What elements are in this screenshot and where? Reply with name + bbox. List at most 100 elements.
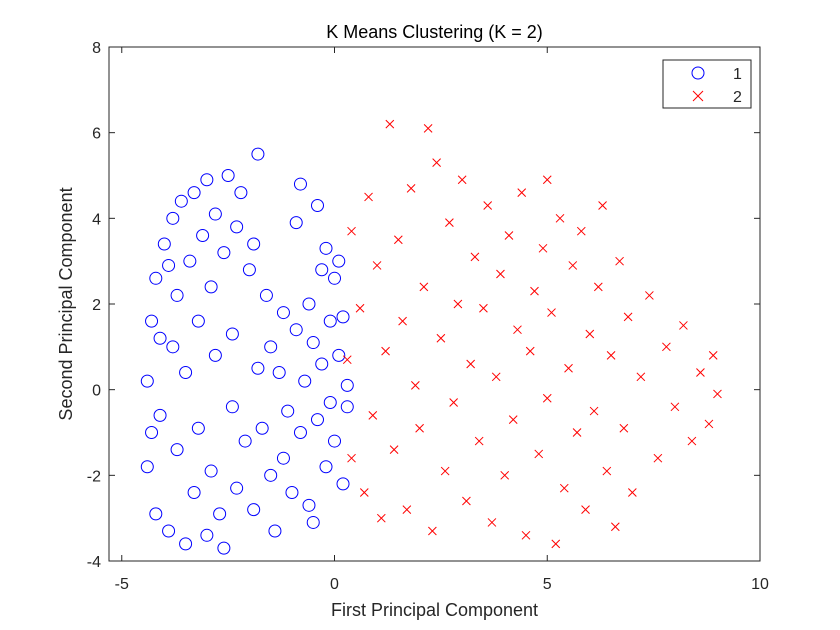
data-point-circle: [174, 194, 188, 208]
legend-marker-circle: [691, 66, 705, 80]
data-point-x: [534, 449, 544, 459]
data-point-x: [559, 483, 569, 493]
data-point-circle: [340, 378, 354, 392]
data-point-circle: [251, 147, 265, 161]
data-point-x: [653, 453, 663, 463]
data-point-x: [440, 466, 450, 476]
data-point-circle: [319, 460, 333, 474]
data-point-x: [521, 530, 531, 540]
data-point-circle: [225, 327, 239, 341]
data-point-circle: [187, 186, 201, 200]
data-point-x: [500, 470, 510, 480]
legend-box: [662, 59, 752, 109]
data-point-x: [347, 226, 356, 236]
data-point-circle: [323, 396, 337, 410]
data-point-circle: [145, 314, 159, 328]
data-point-circle: [332, 254, 346, 268]
data-point-circle: [225, 400, 239, 414]
data-point-x: [398, 316, 407, 326]
data-point-x: [530, 286, 539, 296]
data-point-x: [410, 381, 420, 390]
data-point-circle: [319, 241, 333, 255]
data-point-x: [428, 526, 437, 536]
data-point-circle: [293, 177, 307, 191]
data-point-circle: [153, 408, 167, 422]
data-point-circle: [276, 306, 290, 320]
data-point-circle: [179, 366, 193, 380]
data-point-circle: [221, 169, 235, 182]
data-point-x: [474, 436, 484, 446]
data-point-x: [568, 261, 578, 270]
data-point-circle: [162, 258, 176, 272]
series-1: [140, 147, 354, 555]
data-point-x: [487, 518, 497, 527]
data-point-circle: [289, 323, 303, 337]
data-point-circle: [200, 528, 214, 542]
data-point-x: [610, 522, 620, 532]
data-point-x: [368, 411, 378, 420]
data-point-x: [406, 183, 416, 193]
data-point-circle: [242, 263, 256, 277]
data-point-circle: [208, 207, 222, 221]
data-point-circle: [310, 198, 324, 212]
data-point-circle: [191, 421, 205, 435]
data-point-circle: [153, 331, 167, 345]
data-point-x: [623, 312, 633, 322]
legend-marker-x: [692, 90, 704, 102]
chart-title: K Means Clustering (K = 2): [326, 22, 543, 42]
data-point-x: [564, 363, 573, 373]
data-point-x: [704, 419, 714, 429]
y-tick-label: 8: [92, 40, 101, 57]
data-point-circle: [170, 288, 184, 302]
data-point-x: [679, 321, 688, 330]
y-axis-label: Second Principal Component: [56, 187, 76, 420]
data-point-x: [619, 423, 629, 433]
data-point-x: [355, 303, 365, 313]
y-tick-label: 6: [92, 126, 101, 143]
data-point-x: [581, 505, 590, 514]
data-point-circle: [272, 366, 286, 380]
data-point-circle: [234, 186, 248, 200]
x-tick-label: 5: [543, 576, 552, 593]
data-point-circle: [336, 310, 350, 324]
data-point-x: [627, 488, 637, 497]
data-point-x: [423, 124, 433, 133]
data-point-x: [504, 231, 514, 240]
data-point-circle: [306, 336, 320, 350]
data-point-circle: [310, 413, 324, 427]
axis-ticks: -5 0 5 10 -4 -2 0 2 4 6 8: [87, 40, 769, 593]
data-point-circle: [306, 515, 320, 529]
data-point-x: [389, 445, 399, 454]
y-tick-label: 2: [92, 297, 101, 314]
data-point-circle: [183, 254, 197, 268]
data-point-circle: [285, 485, 299, 499]
data-point-x: [385, 119, 395, 129]
data-point-circle: [145, 426, 159, 439]
data-point-circle: [217, 246, 231, 260]
data-point-x: [342, 355, 352, 365]
data-point-x: [453, 299, 463, 309]
data-point-x: [372, 261, 382, 270]
x-tick-label: 10: [751, 576, 769, 593]
legend-label-1: 1: [733, 66, 742, 83]
data-point-circle: [213, 507, 227, 521]
data-point-x: [376, 513, 386, 523]
y-tick-label: -2: [87, 468, 101, 485]
data-point-circle: [264, 340, 278, 354]
data-point-circle: [230, 220, 244, 234]
data-point-x: [436, 333, 446, 343]
data-point-x: [347, 453, 356, 463]
x-tick-label: -5: [115, 576, 129, 593]
data-point-circle: [264, 468, 278, 482]
data-point-circle: [276, 451, 290, 465]
data-point-circle: [323, 314, 337, 328]
data-point-x: [508, 415, 518, 425]
data-point-x: [542, 175, 552, 185]
data-point-circle: [328, 434, 342, 448]
data-point-x: [513, 325, 522, 335]
data-point-circle: [259, 288, 273, 302]
data-point-x: [645, 291, 654, 300]
data-point-x: [555, 213, 565, 223]
data-point-x: [662, 342, 671, 352]
